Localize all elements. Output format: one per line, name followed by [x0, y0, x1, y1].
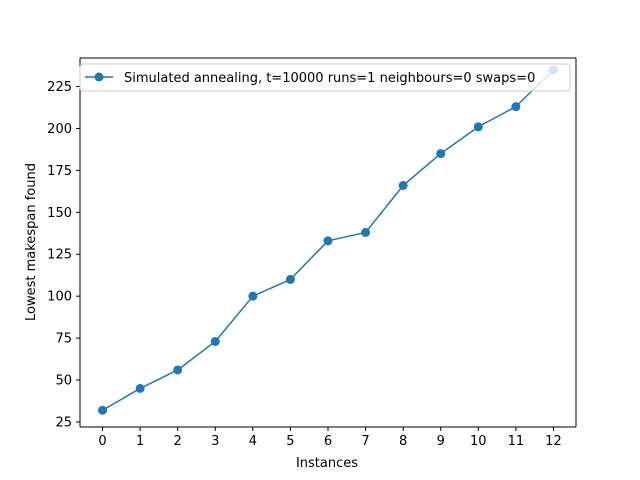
x-tick-label: 3	[211, 434, 219, 449]
y-tick-label: 175	[47, 164, 72, 179]
y-tick-label: 75	[55, 332, 72, 347]
data-point	[436, 149, 446, 159]
x-tick-label: 0	[98, 434, 106, 449]
x-tick-label: 1	[136, 434, 144, 449]
data-point	[210, 336, 220, 346]
x-tick-label: 2	[174, 434, 182, 449]
data-point	[473, 122, 483, 132]
x-axis-label: Instances	[296, 456, 358, 471]
data-point	[98, 405, 108, 415]
y-axis-label: Lowest makespan found	[24, 163, 39, 321]
data-point	[135, 383, 145, 393]
x-tick-label: 8	[399, 434, 407, 449]
y-tick-label: 225	[47, 80, 72, 95]
data-point	[361, 227, 371, 237]
y-tick-label: 150	[47, 206, 72, 221]
x-tick-label: 12	[545, 434, 562, 449]
x-tick-label: 6	[324, 434, 332, 449]
x-tick-label: 7	[361, 434, 369, 449]
data-point	[511, 102, 521, 112]
x-tick-label: 11	[508, 434, 525, 449]
legend[interactable]: Simulated annealing, t=10000 runs=1 neig…	[79, 63, 571, 92]
data-point	[285, 274, 295, 284]
y-tick-label: 200	[47, 122, 72, 137]
legend-series-label: Simulated annealing, t=10000 runs=1 neig…	[124, 71, 535, 86]
data-point	[248, 291, 258, 301]
y-tick-label: 25	[55, 415, 72, 430]
x-tick-label: 10	[470, 434, 487, 449]
data-point	[173, 365, 183, 375]
legend-box	[79, 63, 571, 92]
data-point	[323, 236, 333, 246]
y-tick-label: 125	[47, 248, 72, 263]
x-tick-label: 4	[249, 434, 257, 449]
y-tick-label: 100	[47, 290, 72, 305]
data-point	[398, 180, 408, 190]
x-tick-label: 9	[437, 434, 445, 449]
y-tick-label: 50	[55, 374, 72, 389]
legend-series-marker	[94, 72, 104, 82]
x-tick-label: 5	[286, 434, 294, 449]
